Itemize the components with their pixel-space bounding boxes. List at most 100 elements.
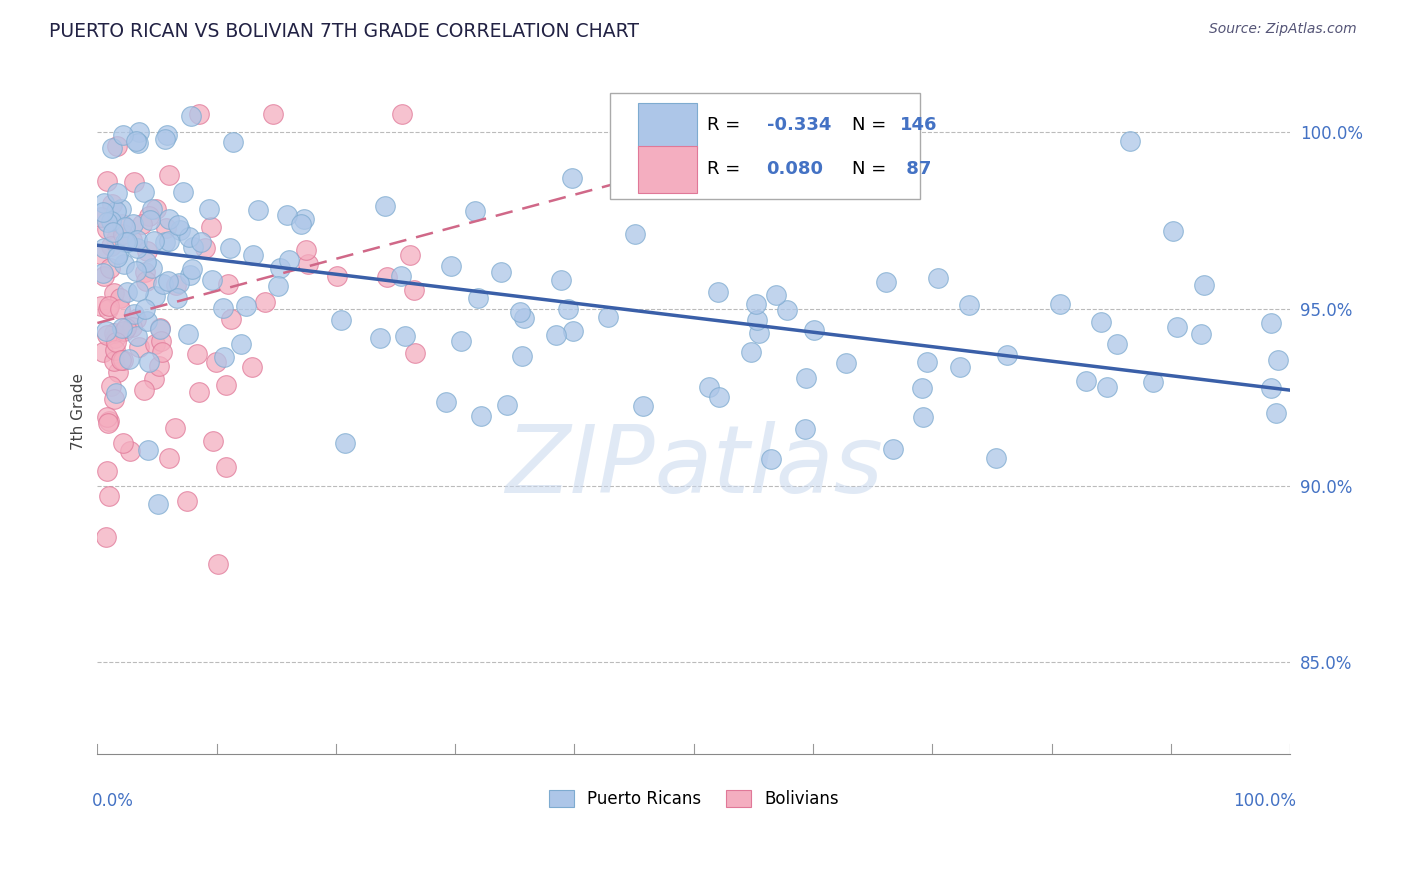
- Point: [103, 285, 125, 300]
- Point: [155, 220, 177, 235]
- Point: [93, 196, 115, 211]
- Point: [562, 324, 585, 338]
- Point: [561, 170, 583, 185]
- Point: [222, 135, 245, 149]
- Point: [96, 530, 118, 544]
- Legend: Puerto Ricans, Bolivians: Puerto Ricans, Bolivians: [541, 783, 845, 814]
- Point: [97, 414, 120, 428]
- Point: [122, 307, 145, 321]
- Point: [91, 267, 114, 281]
- Point: [135, 274, 157, 288]
- Point: [125, 264, 148, 278]
- Point: [125, 328, 148, 343]
- Point: [104, 386, 127, 401]
- Point: [391, 107, 413, 121]
- Point: [94, 325, 117, 339]
- Point: [149, 322, 172, 336]
- Point: [262, 107, 284, 121]
- Point: [181, 240, 204, 254]
- Point: [803, 323, 825, 337]
- Point: [134, 384, 156, 398]
- FancyBboxPatch shape: [610, 93, 921, 199]
- Point: [100, 260, 122, 275]
- Point: [326, 268, 349, 283]
- Point: [103, 354, 125, 368]
- Point: [709, 390, 731, 404]
- Point: [398, 247, 420, 261]
- Point: [231, 337, 253, 351]
- Point: [276, 208, 298, 222]
- Point: [242, 247, 264, 261]
- Point: [389, 269, 412, 284]
- Text: R =: R =: [707, 160, 745, 178]
- Point: [157, 211, 180, 226]
- Point: [90, 210, 112, 224]
- Point: [96, 328, 118, 343]
- Point: [290, 217, 312, 231]
- Point: [254, 295, 277, 310]
- Point: [404, 283, 426, 297]
- Point: [240, 360, 263, 375]
- Point: [450, 334, 472, 349]
- Point: [165, 277, 187, 292]
- Point: [90, 299, 112, 313]
- Point: [188, 107, 211, 121]
- Point: [550, 273, 572, 287]
- Point: [440, 259, 463, 273]
- Point: [1076, 374, 1098, 388]
- Point: [297, 257, 319, 271]
- Point: [118, 351, 141, 366]
- Point: [122, 175, 145, 189]
- Point: [112, 324, 135, 338]
- Point: [149, 334, 172, 348]
- Point: [1105, 337, 1128, 351]
- Point: [269, 260, 291, 275]
- Point: [127, 233, 149, 247]
- Point: [141, 261, 163, 276]
- Point: [149, 321, 172, 335]
- Point: [181, 262, 204, 277]
- Text: 100.0%: 100.0%: [1233, 792, 1296, 810]
- Point: [96, 222, 118, 236]
- Point: [141, 202, 163, 216]
- Point: [200, 219, 222, 234]
- Point: [949, 359, 972, 374]
- Point: [748, 326, 770, 340]
- Text: -0.334: -0.334: [766, 116, 831, 135]
- Point: [157, 234, 180, 248]
- Text: 0.0%: 0.0%: [91, 792, 134, 810]
- Point: [134, 265, 156, 279]
- Point: [219, 312, 242, 326]
- Point: [404, 345, 426, 359]
- Point: [103, 326, 125, 340]
- Point: [464, 203, 486, 218]
- Point: [1161, 224, 1184, 238]
- Point: [138, 209, 160, 223]
- Point: [470, 409, 492, 424]
- Point: [1189, 327, 1212, 342]
- Point: [98, 489, 121, 503]
- Point: [375, 270, 398, 285]
- Point: [496, 398, 519, 412]
- Point: [207, 557, 229, 571]
- Point: [330, 313, 353, 327]
- Point: [111, 217, 134, 231]
- Point: [793, 422, 815, 436]
- Point: [103, 392, 125, 407]
- Point: [114, 235, 136, 250]
- Point: [117, 285, 139, 299]
- Text: N =: N =: [852, 116, 893, 135]
- Point: [159, 450, 181, 465]
- Point: [138, 443, 160, 458]
- Point: [215, 377, 238, 392]
- Point: [834, 356, 856, 370]
- Point: [97, 299, 120, 313]
- Point: [93, 241, 115, 255]
- Point: [143, 336, 166, 351]
- Point: [205, 355, 228, 369]
- Point: [105, 138, 128, 153]
- Point: [776, 302, 799, 317]
- Point: [96, 174, 118, 188]
- Point: [127, 285, 149, 299]
- Point: [911, 409, 934, 424]
